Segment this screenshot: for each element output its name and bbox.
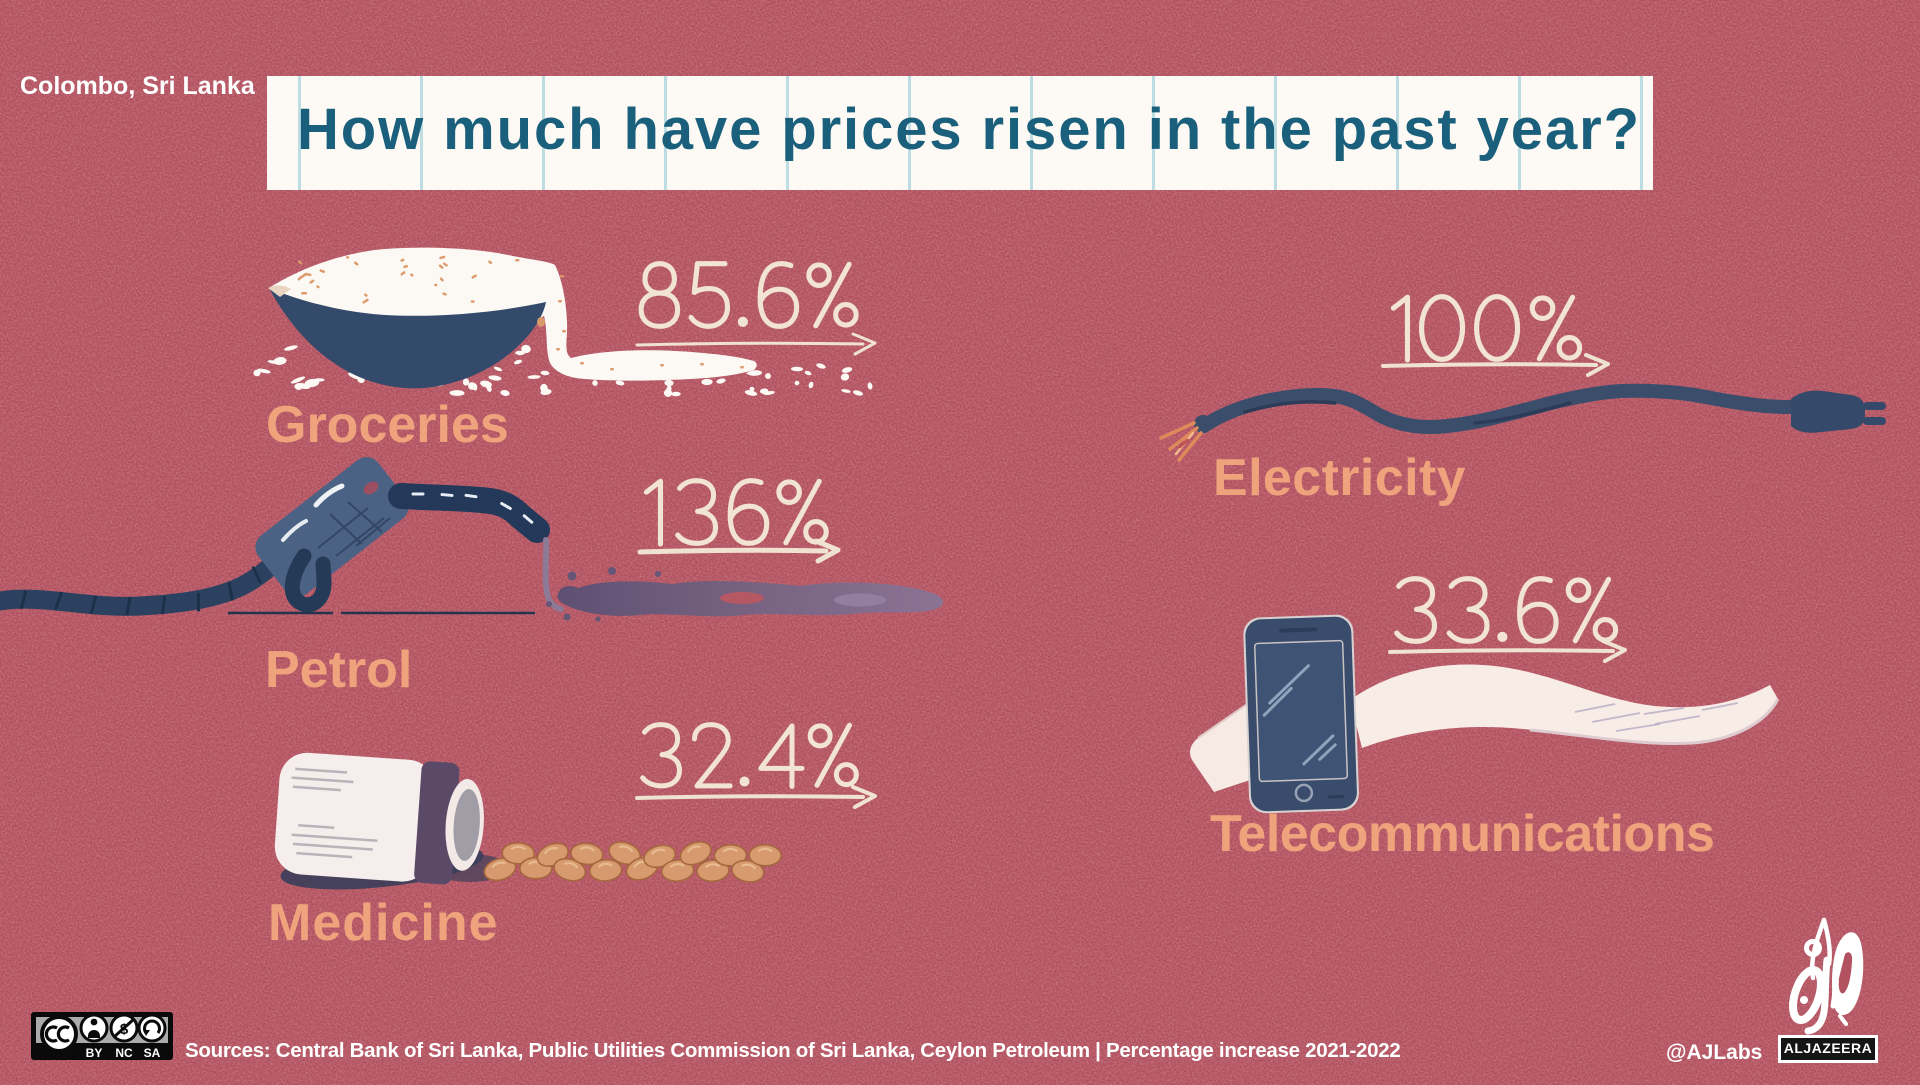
svg-text:SA: SA <box>144 1046 161 1060</box>
svg-text:BY: BY <box>86 1046 103 1060</box>
svg-text:NC: NC <box>115 1046 133 1060</box>
